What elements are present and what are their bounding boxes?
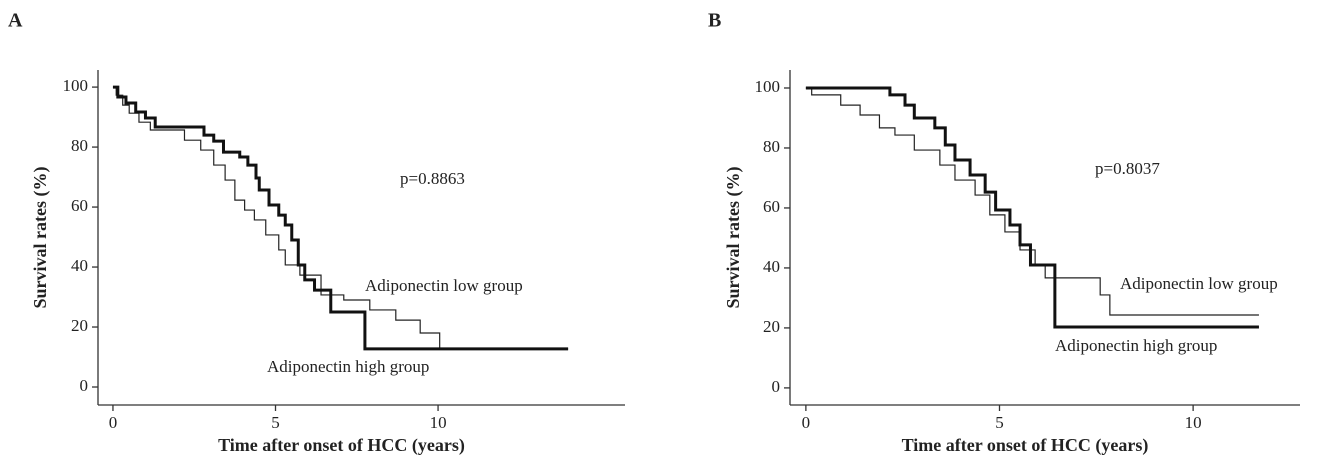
series-label: Adiponectin low group xyxy=(1120,274,1278,293)
survival-curve xyxy=(805,87,1259,316)
y-tick-label: 40 xyxy=(763,257,780,276)
y-tick-label: 80 xyxy=(71,136,88,155)
series-label: Adiponectin low group xyxy=(365,276,523,295)
y-tick-label: 20 xyxy=(763,317,780,336)
y-tick-label: 80 xyxy=(763,137,780,156)
x-tick-label: 10 xyxy=(430,413,447,432)
y-axis-label: Survival rates (%) xyxy=(723,167,744,309)
x-tick-label: 5 xyxy=(995,413,1004,432)
x-tick-label: 0 xyxy=(109,413,118,432)
y-tick-label: 60 xyxy=(763,197,780,216)
survival-curve xyxy=(112,86,569,350)
survival-curve xyxy=(112,85,569,351)
survival-curve xyxy=(805,86,1259,329)
panel-letter: B xyxy=(708,10,721,32)
x-tick-label: 5 xyxy=(271,413,280,432)
series-label: Adiponectin high group xyxy=(1055,336,1217,355)
y-tick-label: 60 xyxy=(71,196,88,215)
panel-letter: A xyxy=(8,10,23,32)
y-tick-label: 20 xyxy=(71,316,88,335)
x-tick-label: 10 xyxy=(1185,413,1202,432)
p-value: p=0.8037 xyxy=(1095,159,1160,178)
y-tick-label: 0 xyxy=(772,377,781,396)
x-axis-label: Time after onset of HCC (years) xyxy=(902,435,1149,456)
x-tick-label: 0 xyxy=(802,413,811,432)
p-value: p=0.8863 xyxy=(400,169,465,188)
y-tick-label: 0 xyxy=(80,376,89,395)
y-tick-label: 40 xyxy=(71,256,88,275)
x-axis-label: Time after onset of HCC (years) xyxy=(218,435,465,456)
y-tick-label: 100 xyxy=(63,76,89,95)
series-label: Adiponectin high group xyxy=(267,357,429,376)
y-axis-label: Survival rates (%) xyxy=(30,167,51,309)
y-tick-label: 100 xyxy=(755,77,781,96)
